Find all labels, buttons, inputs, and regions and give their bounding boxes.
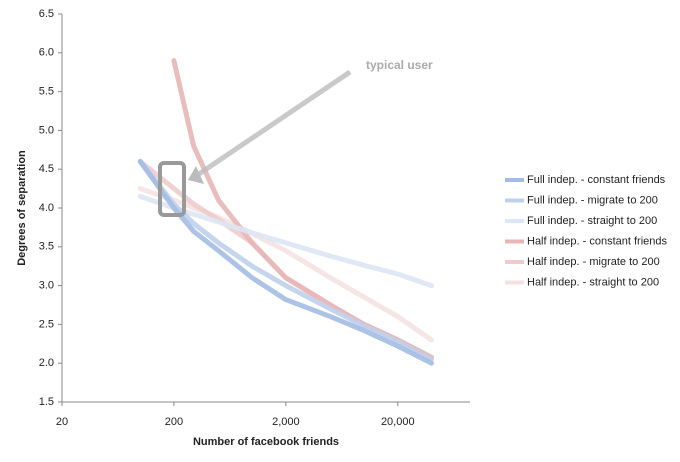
x-axis-label: Number of facebook friends bbox=[193, 436, 339, 448]
y-tick-label: 4.5 bbox=[39, 163, 54, 175]
y-tick-label: 3.0 bbox=[39, 280, 54, 292]
y-tick-label: 1.5 bbox=[39, 396, 54, 408]
annotation-arrowhead bbox=[188, 166, 204, 184]
x-tick-label: 200 bbox=[165, 416, 183, 428]
y-tick-label: 2.0 bbox=[39, 357, 54, 369]
y-tick-label: 4.0 bbox=[39, 202, 54, 214]
y-tick-label: 3.5 bbox=[39, 241, 54, 253]
legend-label: Half indep. - constant friends bbox=[527, 235, 668, 247]
legend-label: Half indep. - migrate to 200 bbox=[527, 256, 660, 268]
legend-label: Full indep. - constant friends bbox=[527, 174, 666, 186]
x-tick-label: 2,000 bbox=[272, 416, 300, 428]
y-tick-label: 6.5 bbox=[39, 8, 54, 20]
y-tick-label: 6.0 bbox=[39, 47, 54, 59]
series-line bbox=[137, 158, 434, 366]
annotation: typical user bbox=[366, 58, 433, 72]
annotation-box bbox=[158, 161, 186, 217]
x-tick-label: 20 bbox=[56, 416, 68, 428]
legend-label: Full indep. - straight to 200 bbox=[527, 215, 657, 227]
x-tick-label: 20,000 bbox=[381, 416, 415, 428]
legend-label: Full indep. - migrate to 200 bbox=[527, 194, 658, 206]
y-tick-label: 2.5 bbox=[39, 318, 54, 330]
legend-label: Half indep. - straight to 200 bbox=[527, 276, 659, 288]
y-tick-label: 5.5 bbox=[39, 86, 54, 98]
y-tick-label: 5.0 bbox=[39, 124, 54, 136]
annotation-arrow bbox=[194, 69, 352, 179]
y-axis-label: Degrees of separation bbox=[16, 150, 28, 266]
